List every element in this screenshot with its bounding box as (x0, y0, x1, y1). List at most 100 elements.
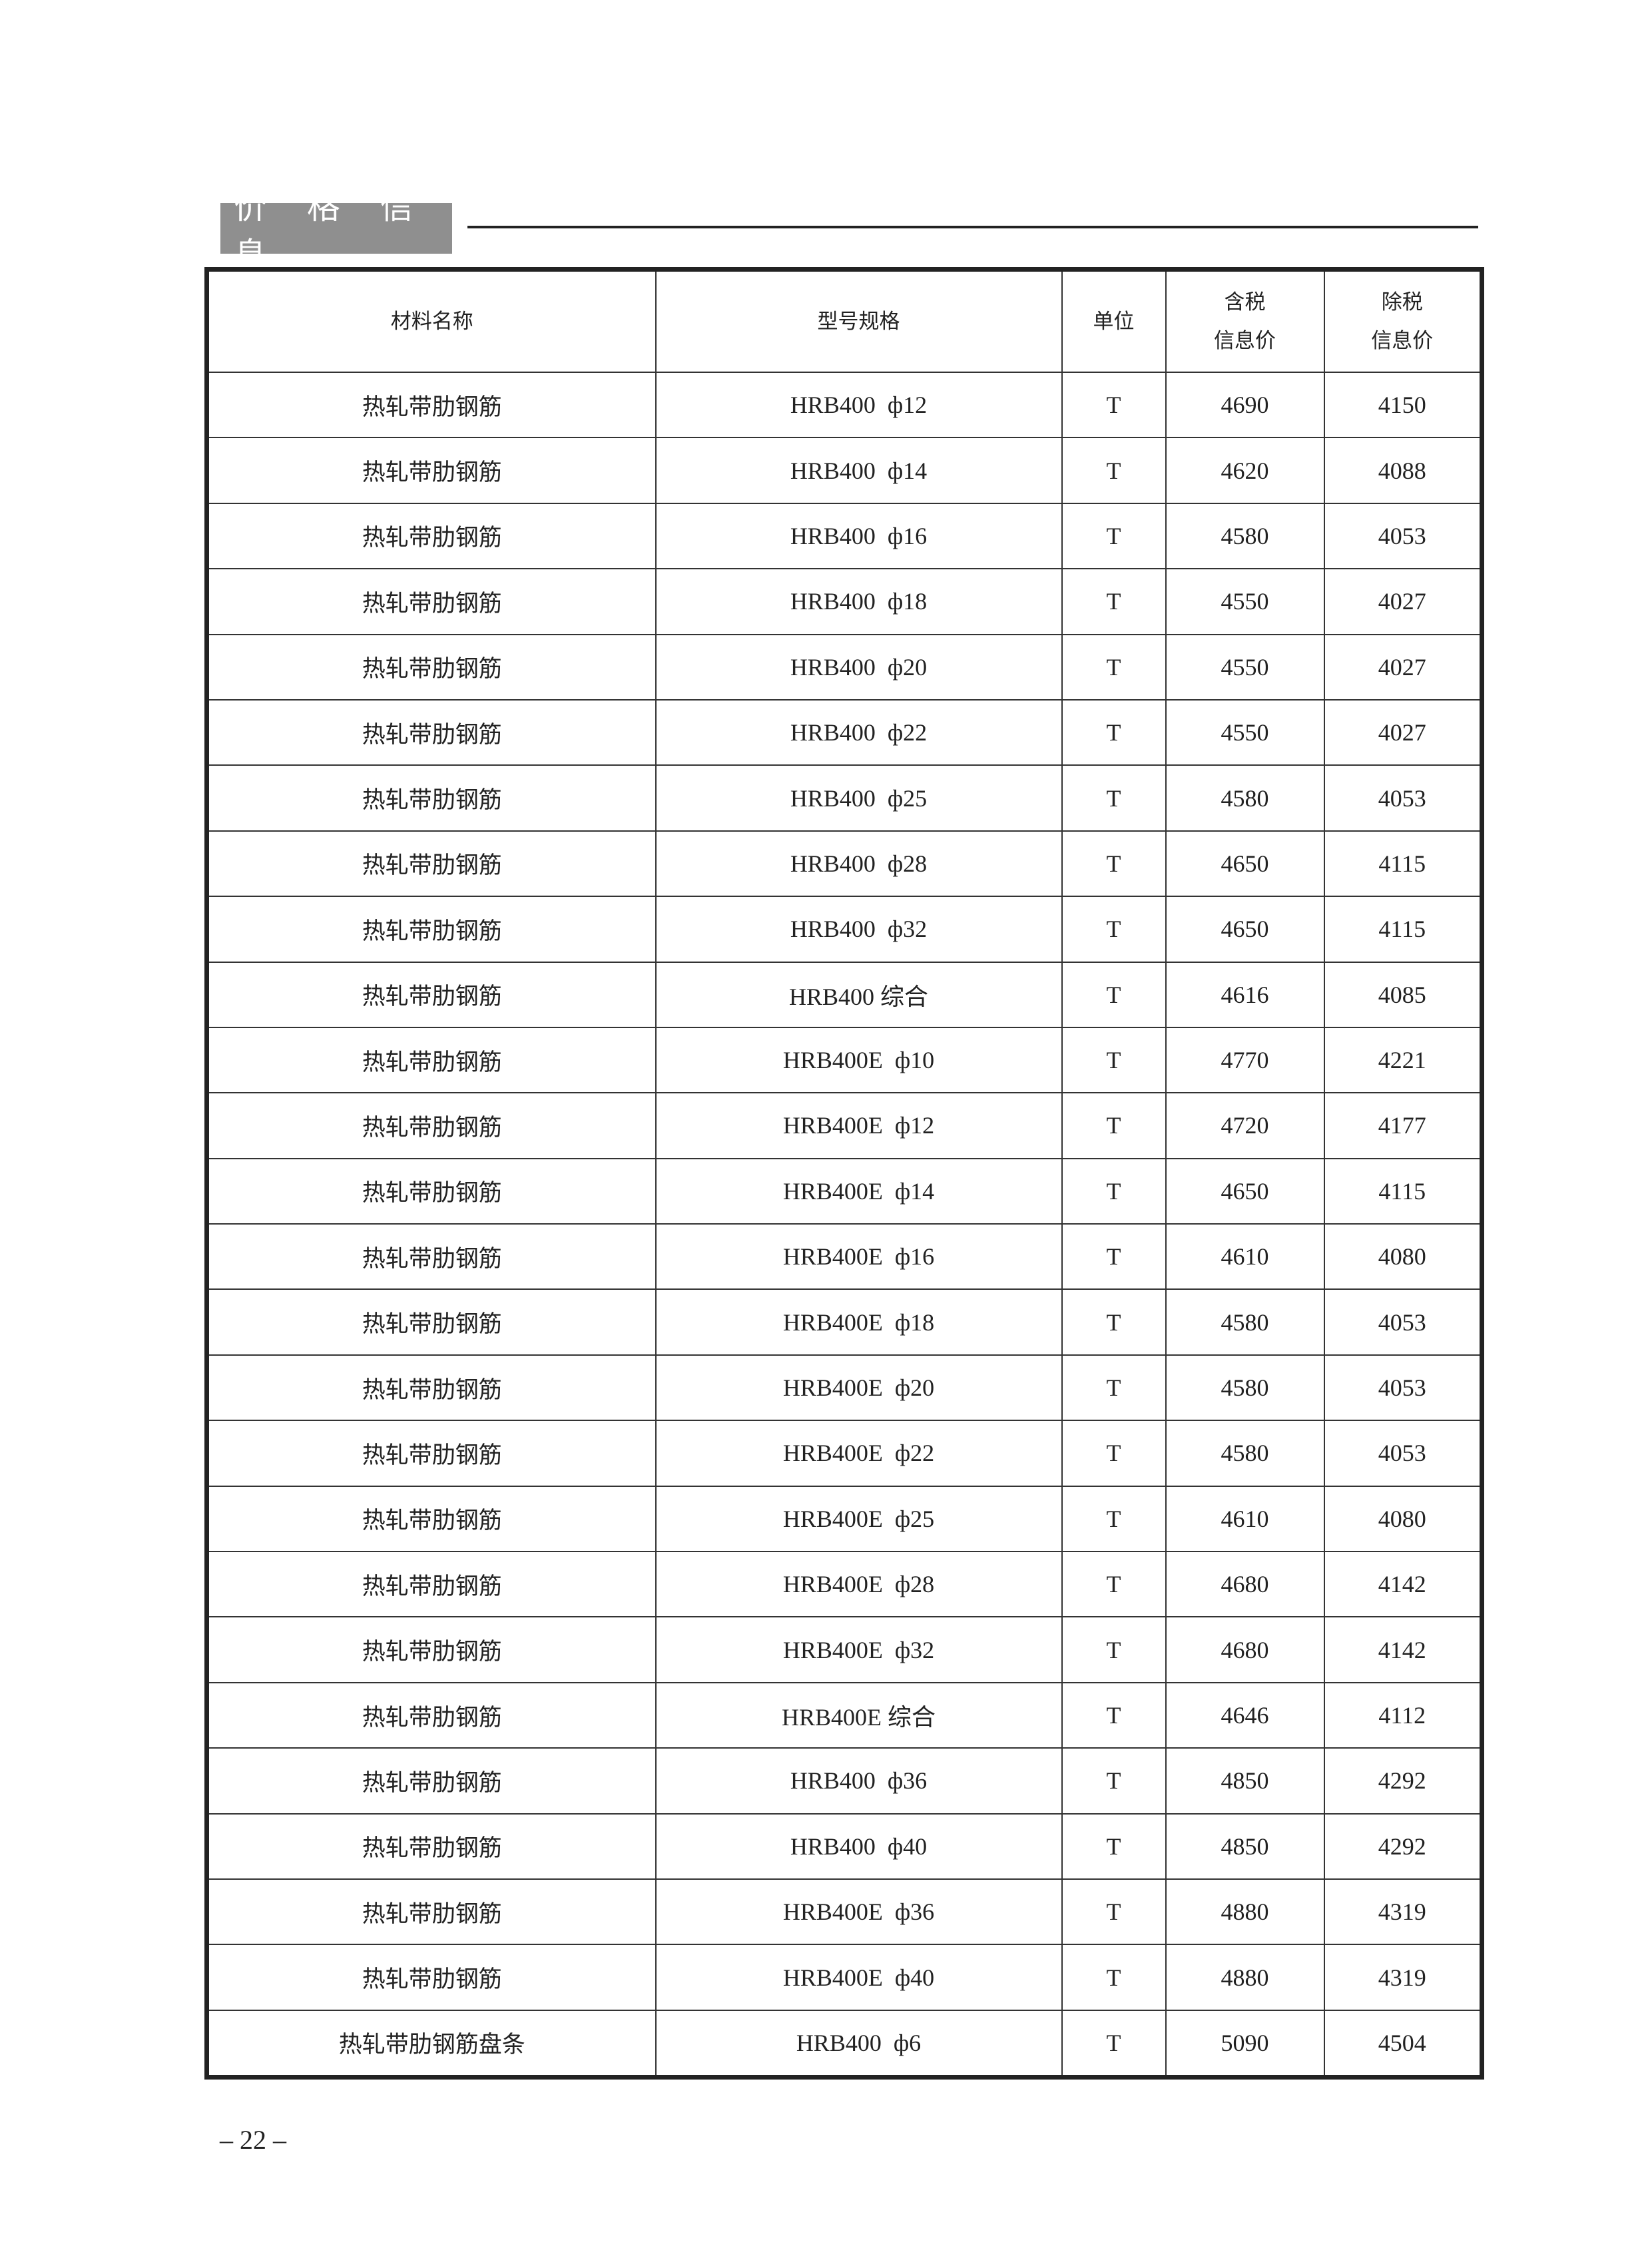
cell-tax-included-price: 4880 (1165, 1878, 1325, 1946)
cell-unit: T (1061, 1288, 1167, 1356)
table-row: 热轧带肋钢筋 HRB400E ф25 T 4610 4080 (206, 1485, 1483, 1553)
cell-tax-included-price: 4550 (1165, 568, 1325, 635)
cell-tax-included-price: 4680 (1165, 1551, 1325, 1618)
cell-material-name: 热轧带肋钢筋 (206, 1944, 657, 2011)
cell-tax-excluded-price: 4115 (1323, 896, 1483, 963)
cell-spec: HRB400 ф18 (655, 568, 1063, 635)
table-row: 热轧带肋钢筋 HRB400E ф14 T 4650 4115 (206, 1157, 1483, 1225)
cell-material-name: 热轧带肋钢筋 (206, 1092, 657, 1159)
cell-spec: HRB400E ф32 (655, 1616, 1063, 1683)
header-material-name: 材料名称 (206, 268, 657, 373)
price-table: 材料名称 型号规格 单位 含税 信息价 除税 信息价 热轧带肋钢筋 HRB400 ф1… (204, 267, 1484, 2080)
cell-spec: HRB400E ф10 (655, 1026, 1063, 1094)
cell-spec: HRB400 ф6 (655, 2009, 1063, 2078)
cell-tax-excluded-price: 4150 (1323, 371, 1483, 439)
cell-tax-excluded-price: 4319 (1323, 1944, 1483, 2011)
cell-tax-excluded-price: 4142 (1323, 1616, 1483, 1683)
cell-tax-included-price: 4680 (1165, 1616, 1325, 1683)
cell-unit: T (1061, 1420, 1167, 1487)
table-row: 热轧带肋钢筋 HRB400E ф18 T 4580 4053 (206, 1288, 1483, 1356)
header-spec: 型号规格 (655, 268, 1063, 373)
cell-unit: T (1061, 1878, 1167, 1946)
table-row: 热轧带肋钢筋 HRB400 ф22 T 4550 4027 (206, 699, 1483, 766)
header-unit: 单位 (1061, 268, 1167, 373)
cell-tax-excluded-price: 4085 (1323, 961, 1483, 1028)
cell-spec: HRB400E ф16 (655, 1223, 1063, 1290)
table-row: 热轧带肋钢筋 HRB400 ф16 T 4580 4053 (206, 502, 1483, 570)
cell-material-name: 热轧带肋钢筋 (206, 896, 657, 963)
cell-tax-excluded-price: 4319 (1323, 1878, 1483, 1946)
cell-spec: HRB400E ф36 (655, 1878, 1063, 1946)
cell-unit: T (1061, 1813, 1167, 1880)
cell-tax-included-price: 4720 (1165, 1092, 1325, 1159)
table-row: 热轧带肋钢筋 HRB400 ф28 T 4650 4115 (206, 830, 1483, 898)
cell-spec: HRB400E 综合 (655, 1681, 1063, 1749)
section-title-badge: 价 格 信 息 (220, 188, 452, 274)
cell-material-name: 热轧带肋钢筋 (206, 1288, 657, 1356)
cell-tax-included-price: 4850 (1165, 1747, 1325, 1815)
cell-spec: HRB400 综合 (655, 961, 1063, 1028)
cell-tax-excluded-price: 4088 (1323, 437, 1483, 504)
cell-spec: HRB400 ф28 (655, 830, 1063, 898)
cell-spec: HRB400E ф18 (655, 1288, 1063, 1356)
cell-unit: T (1061, 502, 1167, 570)
cell-spec: HRB400 ф32 (655, 896, 1063, 963)
cell-tax-excluded-price: 4292 (1323, 1747, 1483, 1815)
table-row: 热轧带肋钢筋 HRB400 ф12 T 4690 4150 (206, 371, 1483, 439)
cell-unit: T (1061, 568, 1167, 635)
cell-tax-included-price: 4610 (1165, 1485, 1325, 1553)
cell-spec: HRB400 ф36 (655, 1747, 1063, 1815)
cell-tax-excluded-price: 4027 (1323, 699, 1483, 766)
table-row: 热轧带肋钢筋 HRB400E 综合 T 4646 4112 (206, 1681, 1483, 1749)
cell-material-name: 热轧带肋钢筋 (206, 1878, 657, 1946)
table-row: 热轧带肋钢筋 HRB400E ф28 T 4680 4142 (206, 1551, 1483, 1618)
cell-material-name: 热轧带肋钢筋 (206, 1354, 657, 1422)
cell-tax-included-price: 5090 (1165, 2009, 1325, 2078)
cell-unit: T (1061, 1223, 1167, 1290)
cell-tax-included-price: 4650 (1165, 830, 1325, 898)
table-row: 热轧带肋钢筋 HRB400 ф25 T 4580 4053 (206, 764, 1483, 832)
cell-unit: T (1061, 1616, 1167, 1683)
cell-tax-included-price: 4690 (1165, 371, 1325, 439)
cell-material-name: 热轧带肋钢筋 (206, 1616, 657, 1683)
cell-unit: T (1061, 1026, 1167, 1094)
cell-unit: T (1061, 699, 1167, 766)
table-row: 热轧带肋钢筋 HRB400 ф14 T 4620 4088 (206, 437, 1483, 504)
cell-unit: T (1061, 1157, 1167, 1225)
cell-tax-excluded-price: 4142 (1323, 1551, 1483, 1618)
cell-tax-included-price: 4770 (1165, 1026, 1325, 1094)
cell-spec: HRB400 ф16 (655, 502, 1063, 570)
cell-material-name: 热轧带肋钢筋 (206, 502, 657, 570)
cell-tax-included-price: 4580 (1165, 1288, 1325, 1356)
cell-tax-included-price: 4580 (1165, 764, 1325, 832)
cell-tax-included-price: 4650 (1165, 896, 1325, 963)
cell-tax-excluded-price: 4080 (1323, 1223, 1483, 1290)
table-row: 热轧带肋钢筋 HRB400 ф36 T 4850 4292 (206, 1747, 1483, 1815)
cell-spec: HRB400E ф22 (655, 1420, 1063, 1487)
cell-material-name: 热轧带肋钢筋 (206, 1485, 657, 1553)
header-line: 信息价 (1371, 329, 1434, 353)
cell-tax-included-price: 4620 (1165, 437, 1325, 504)
section-divider (467, 226, 1478, 228)
cell-material-name: 热轧带肋钢筋 (206, 1813, 657, 1880)
table-row: 热轧带肋钢筋 HRB400E ф22 T 4580 4053 (206, 1420, 1483, 1487)
table-row: 热轧带肋钢筋 HRB400 综合 T 4616 4085 (206, 961, 1483, 1028)
table-row: 热轧带肋钢筋 HRB400 ф40 T 4850 4292 (206, 1813, 1483, 1880)
cell-spec: HRB400E ф25 (655, 1485, 1063, 1553)
cell-tax-excluded-price: 4053 (1323, 1420, 1483, 1487)
cell-tax-included-price: 4646 (1165, 1681, 1325, 1749)
cell-material-name: 热轧带肋钢筋 (206, 371, 657, 439)
cell-spec: HRB400 ф40 (655, 1813, 1063, 1880)
cell-material-name: 热轧带肋钢筋 (206, 1420, 657, 1487)
cell-tax-excluded-price: 4292 (1323, 1813, 1483, 1880)
table-row: 热轧带肋钢筋 HRB400E ф36 T 4880 4319 (206, 1878, 1483, 1946)
cell-material-name: 热轧带肋钢筋 (206, 764, 657, 832)
cell-tax-included-price: 4550 (1165, 699, 1325, 766)
cell-tax-excluded-price: 4112 (1323, 1681, 1483, 1749)
cell-tax-included-price: 4610 (1165, 1223, 1325, 1290)
cell-tax-excluded-price: 4115 (1323, 1157, 1483, 1225)
cell-material-name: 热轧带肋钢筋 (206, 961, 657, 1028)
cell-spec: HRB400E ф14 (655, 1157, 1063, 1225)
cell-material-name: 热轧带肋钢筋 (206, 568, 657, 635)
header-line: 含税 (1224, 290, 1266, 314)
